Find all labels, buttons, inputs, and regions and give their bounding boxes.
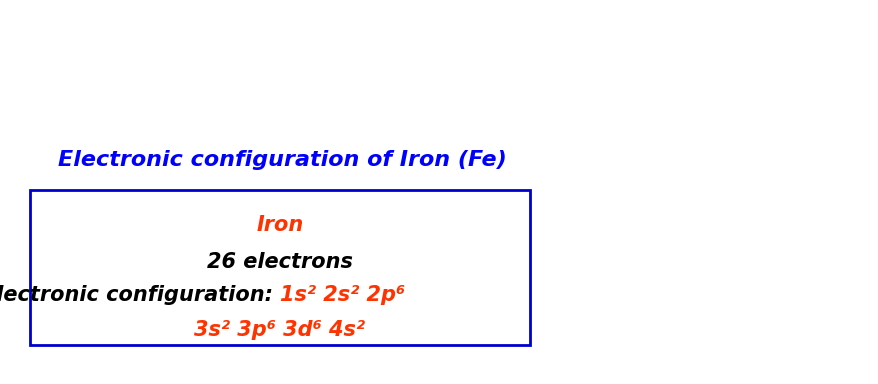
Text: 1s² 2s² 2p⁶: 1s² 2s² 2p⁶ bbox=[280, 285, 405, 305]
Text: 3s² 3p⁶ 3d⁶ 4s²: 3s² 3p⁶ 3d⁶ 4s² bbox=[194, 320, 365, 340]
Text: Iron: Iron bbox=[256, 215, 303, 235]
Bar bbox=[30, 190, 529, 345]
Text: Electronic configuration of Iron (Fe): Electronic configuration of Iron (Fe) bbox=[58, 150, 507, 170]
Text: 26 electrons: 26 electrons bbox=[207, 252, 353, 272]
Text: Electronic configuration:: Electronic configuration: bbox=[0, 285, 280, 305]
